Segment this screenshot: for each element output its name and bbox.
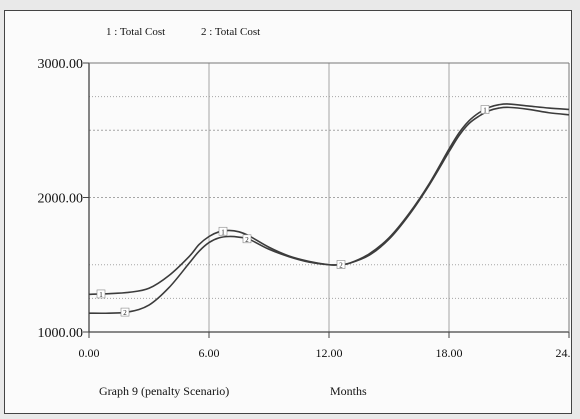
graph-footer-label: Graph 9 (penalty Scenario)	[99, 384, 229, 398]
svg-text:2: 2	[245, 236, 249, 244]
legend-entry-2: 2 : Total Cost	[201, 26, 260, 38]
series-1-marker: 1	[96, 289, 106, 299]
svg-text:2: 2	[123, 309, 127, 317]
svg-text:1: 1	[483, 107, 487, 115]
x-tick-label: 6.00	[199, 346, 220, 360]
svg-text:2: 2	[339, 261, 343, 269]
series-2-marker: 2	[242, 234, 252, 244]
graph-frame: 0.00 6.00 12.00 18.00 24.00 1000.00 2000.00 300…	[4, 10, 572, 414]
series-1-marker: 1	[218, 226, 228, 236]
series-2-marker: 2	[336, 260, 346, 269]
x-tick-label: 18.00	[436, 346, 463, 360]
grid-layer	[89, 63, 569, 332]
y-tick-label: 2000.00	[38, 192, 84, 207]
marker-layer: 1 1 1 2 2 2	[96, 105, 490, 317]
x-tick-label: 12.00	[316, 346, 343, 360]
x-axis-label: Months	[330, 384, 367, 398]
x-tick-label: 0.00	[79, 346, 100, 360]
series-1-marker: 1	[480, 105, 490, 115]
svg-text:1: 1	[221, 228, 225, 236]
chart-svg: 0.00 6.00 12.00 18.00 24.00 1000.00 2000.00 300…	[38, 26, 572, 398]
y-tick-label: 1000.00	[38, 326, 84, 341]
legend-entry-1: 1 : Total Cost	[106, 26, 165, 38]
x-tick-label: 24.00	[556, 346, 572, 360]
series-2-marker: 2	[120, 307, 130, 317]
y-tick-label: 3000.00	[38, 57, 84, 72]
svg-text:1: 1	[99, 291, 103, 299]
tick-layer: 0.00 6.00 12.00 18.00 24.00 1000.00 2000.00 300…	[38, 57, 572, 360]
